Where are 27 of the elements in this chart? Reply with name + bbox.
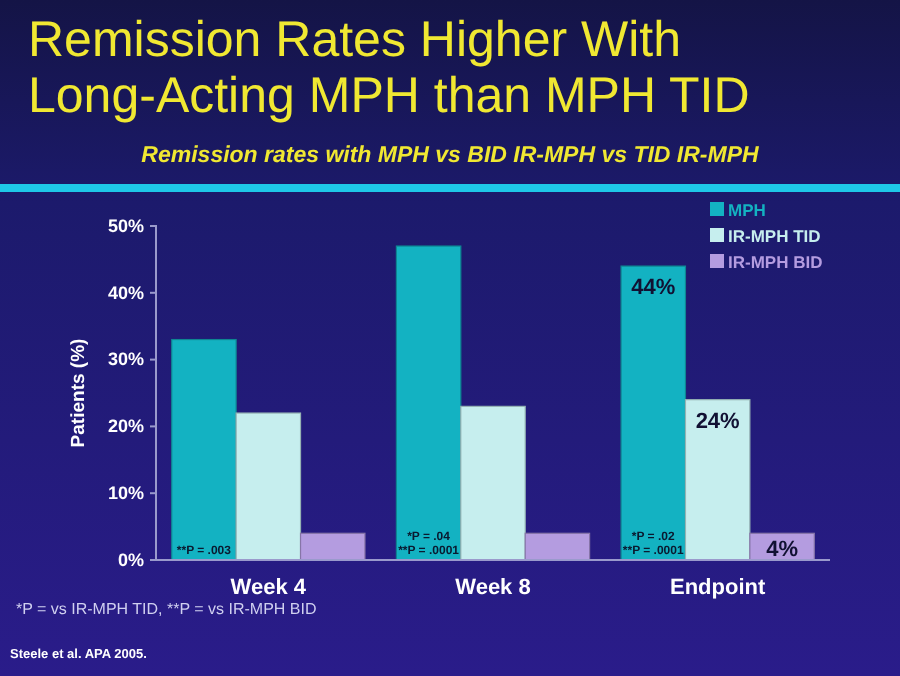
x-tick-label: Week 8: [455, 575, 531, 600]
data-label: 24%: [695, 409, 741, 434]
x-tick-label: Endpoint: [670, 575, 766, 600]
legend-label: IR-MPH TID: [728, 226, 821, 246]
bar: [299, 532, 366, 561]
y-axis-title: Patients (%): [68, 338, 90, 448]
data-label: 44%: [631, 276, 676, 301]
y-tick-label: 50%: [107, 215, 144, 236]
y-tick-label: 40%: [107, 282, 144, 303]
chart-title: Remission Rates Higher With Long-Acting MPH than MPH TID: [28, 12, 750, 124]
bar: [395, 245, 462, 561]
y-tick-label: 0%: [117, 549, 144, 570]
y-tick-label: 10%: [107, 482, 144, 503]
y-tick-label: 30%: [107, 349, 144, 370]
text: MPH: [728, 200, 766, 220]
bar: [684, 399, 751, 561]
y-tick-label: 20%: [107, 416, 144, 437]
bar: [524, 532, 591, 561]
x-tick-label: Week 4: [230, 575, 308, 600]
bar: [235, 412, 302, 561]
data-label: 4%: [766, 538, 799, 562]
bar: [460, 405, 526, 561]
text: *P = vs IR-MPH TID, **P = vs IR-MPH BID: [16, 600, 317, 618]
bar: [171, 338, 237, 561]
chart-subtitle: Remission rates with MPH vs BID IR-MPH vs TID IR-MPH: [141, 144, 761, 168]
legend-label: IR-MPH BID: [728, 252, 823, 272]
bar: [620, 265, 687, 561]
